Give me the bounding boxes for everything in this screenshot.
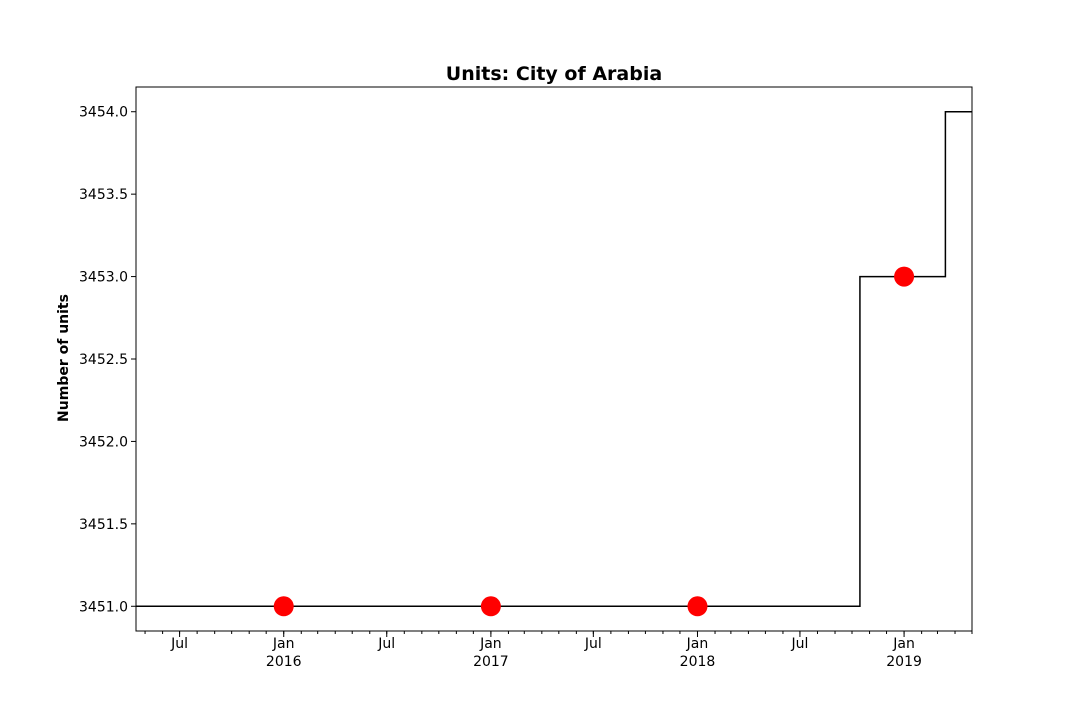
x-tick-label: Jul bbox=[790, 636, 808, 652]
x-tick-label: Jan bbox=[479, 636, 502, 652]
data-point-marker bbox=[894, 266, 915, 287]
y-axis-label: Number of units bbox=[56, 294, 72, 422]
x-tick-label: Jan bbox=[272, 636, 295, 652]
plot-area: 3451.0 3451.5 3452.0 3452.5 3453.0 3453.5 3454… bbox=[79, 86, 973, 670]
y-tick-label: 3451.5 bbox=[79, 517, 128, 533]
plot-frame bbox=[135, 86, 973, 632]
y-tick-label: 3454.0 bbox=[79, 105, 128, 121]
x-tick-label: Jul bbox=[377, 636, 395, 652]
x-tick-label: Jan bbox=[892, 636, 915, 652]
y-tick-label: 3452.5 bbox=[79, 352, 128, 368]
y-tick-label: 3453.0 bbox=[79, 270, 128, 286]
data-point-marker bbox=[480, 596, 501, 617]
x-tick-year-label: 2019 bbox=[886, 654, 922, 670]
x-tick-label: Jul bbox=[170, 636, 188, 652]
chart-title: Units: City of Arabia bbox=[446, 63, 662, 85]
y-tick-label: 3453.5 bbox=[79, 187, 128, 203]
y-tick-label: 3452.0 bbox=[79, 434, 128, 450]
step-series-line bbox=[136, 110, 972, 608]
x-tick-year-label: 2016 bbox=[266, 654, 302, 670]
x-tick-label: Jan bbox=[686, 636, 709, 652]
x-tick-year-label: 2018 bbox=[680, 654, 716, 670]
data-point-marker bbox=[273, 596, 294, 617]
y-tick-label: 3451.0 bbox=[79, 599, 128, 615]
data-point-marker bbox=[687, 596, 708, 617]
x-tick-year-label: 2017 bbox=[473, 654, 509, 670]
x-tick-label: Jul bbox=[584, 636, 602, 652]
